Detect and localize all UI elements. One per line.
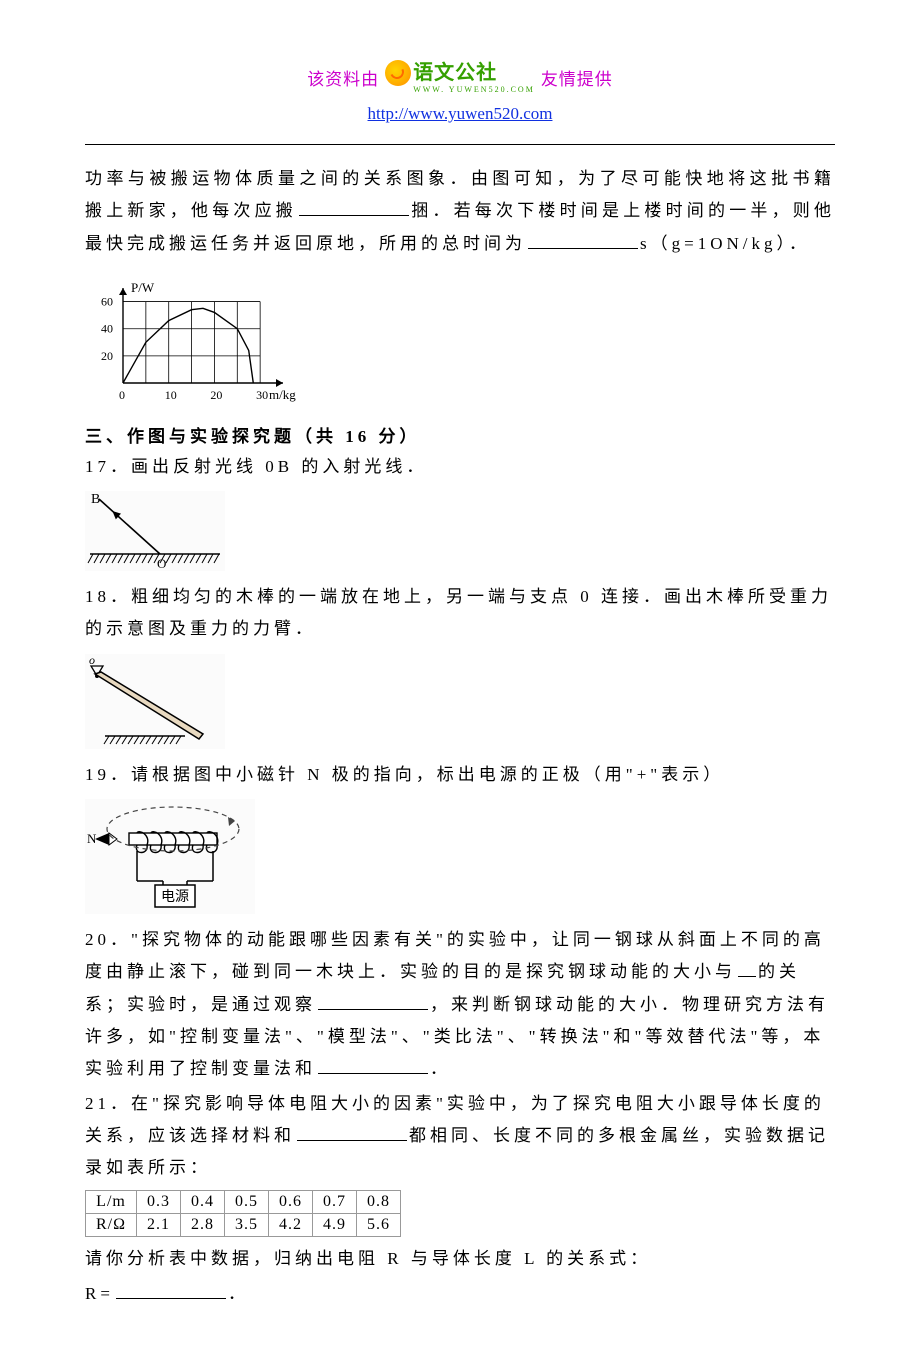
svg-text:O: O: [157, 556, 166, 571]
logo-text: 语文公社: [413, 63, 497, 83]
svg-text:20: 20: [101, 349, 113, 363]
intro-paragraph: 功率与被搬运物体质量之间的关系图象．由图可知，为了尽可能快地将这批书籍搬上新家，…: [85, 163, 835, 260]
q18-figure: o: [85, 654, 835, 749]
logo-swirl-icon: [385, 60, 411, 86]
svg-text:N: N: [87, 831, 97, 846]
svg-text:40: 40: [101, 322, 113, 336]
question-19: 19．请根据图中小磁针 N 极的指向，标出电源的正极（用"+"表示）: [85, 759, 835, 791]
table-cell: 2.8: [181, 1214, 225, 1237]
svg-text:B: B: [91, 492, 100, 507]
table-header-cell: L/m: [86, 1191, 137, 1214]
blank-time: [528, 231, 638, 249]
blank-q20a: [738, 959, 756, 977]
svg-text:30: 30: [256, 388, 268, 402]
intro-t3: s（g=1ON/kg）．: [640, 234, 810, 253]
header-right-text: 友情提供: [541, 65, 613, 90]
table-header-cell: 0.5: [225, 1191, 269, 1214]
svg-text:0: 0: [119, 388, 125, 402]
svg-text:10: 10: [165, 388, 177, 402]
q21-t3: 请你分析表中数据，归纳出电阻 R 与导体长度 L 的关系式：: [85, 1243, 835, 1275]
question-18: 18．粗细均匀的木棒的一端放在地上，另一端与支点 0 连接．画出木棒所受重力的示…: [85, 581, 835, 646]
svg-text:m/kg: m/kg: [269, 387, 296, 402]
q19-figure: N 电源: [85, 799, 835, 914]
section-3-title: 三、作图与实验探究题（共 16 分）: [85, 422, 835, 447]
table-cell: 4.2: [269, 1214, 313, 1237]
svg-text:电源: 电源: [161, 889, 189, 905]
svg-text:o: o: [89, 654, 95, 667]
q21-prefix: R=: [85, 1284, 114, 1303]
blank-q21b: [116, 1281, 226, 1299]
blank-q20b: [318, 992, 428, 1010]
blank-q20c: [318, 1056, 428, 1074]
q20-t3: ．: [430, 1059, 451, 1078]
table-header-cell: 0.6: [269, 1191, 313, 1214]
table-header-cell: 0.3: [137, 1191, 181, 1214]
table-cell: R/Ω: [86, 1214, 137, 1237]
site-logo: 语文公社 WWW. YUWEN520.COM: [385, 60, 535, 94]
q21-relation: R= ．: [85, 1278, 835, 1310]
table-cell: 3.5: [225, 1214, 269, 1237]
question-20: 20．"探究物体的动能跟哪些因素有关"的实验中，让同一钢球从斜面上不同的高度由静…: [85, 924, 835, 1085]
svg-text:60: 60: [101, 294, 113, 308]
table-header-cell: 0.7: [313, 1191, 357, 1214]
table-cell: 4.9: [313, 1214, 357, 1237]
table-cell: 2.1: [137, 1214, 181, 1237]
question-21: 21．在"探究影响导体电阻大小的因素"实验中，为了探究电阻大小跟导体长度的关系，…: [85, 1088, 835, 1185]
question-17: 17．画出反射光线 0B 的入射光线．: [85, 451, 835, 483]
q17-figure: BO: [85, 491, 835, 571]
svg-text:20: 20: [210, 388, 222, 402]
table-cell: 5.6: [357, 1214, 401, 1237]
blank-q21a: [297, 1123, 407, 1141]
table-header-cell: 0.4: [181, 1191, 225, 1214]
page-header: 该资料由 语文公社 WWW. YUWEN520.COM 友情提供 http://…: [85, 60, 835, 124]
header-divider: [85, 144, 835, 145]
table-header-cell: 0.8: [357, 1191, 401, 1214]
q20-t1: 20．"探究物体的动能跟哪些因素有关"的实验中，让同一钢球从斜面上不同的高度由静…: [85, 930, 825, 981]
blank-bundles: [299, 198, 409, 216]
svg-text:P/W: P/W: [131, 280, 155, 295]
logo-subtext: WWW. YUWEN520.COM: [413, 86, 535, 94]
q21-suffix: ．: [228, 1284, 249, 1303]
source-url-link[interactable]: http://www.yuwen520.com: [85, 104, 835, 124]
header-left-text: 该资料由: [307, 65, 379, 90]
q21-data-table: L/m0.30.40.50.60.70.8 R/Ω2.12.83.54.24.95…: [85, 1190, 401, 1237]
power-mass-chart: P/W m/kg 0 10 20 30 20 40 60: [85, 268, 835, 408]
